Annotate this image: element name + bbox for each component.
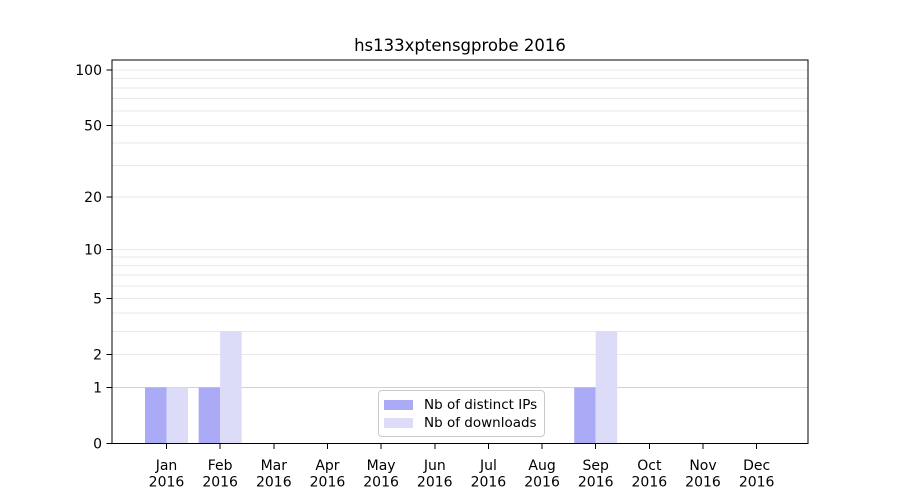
x-tick-label: Apr 2016 bbox=[310, 458, 346, 491]
legend-item-downloads: Nb of downloads bbox=[384, 416, 544, 430]
axes-box bbox=[111, 59, 809, 444]
x-tick-label: Sep 2016 bbox=[578, 458, 614, 491]
bar-downloads bbox=[220, 331, 242, 444]
y-tick-label: 10 bbox=[84, 242, 102, 258]
y-tick-label: 1 bbox=[93, 380, 102, 396]
bar-downloads bbox=[595, 331, 618, 444]
chart-title: hs133xptensgprobe 2016 bbox=[354, 36, 566, 55]
x-tick-label: Nov 2016 bbox=[685, 458, 721, 491]
bar-distinct-ips bbox=[145, 387, 167, 444]
y-tick-label: 2 bbox=[93, 348, 102, 364]
x-tick-label: Jan 2016 bbox=[149, 458, 185, 491]
y-tick-label: 100 bbox=[75, 63, 102, 79]
bar-distinct-ips bbox=[198, 387, 221, 444]
x-tick-label: Jul 2016 bbox=[471, 458, 507, 491]
y-tick-label: 20 bbox=[84, 190, 102, 206]
legend-item-distinct-ips: Nb of distinct IPs bbox=[384, 398, 544, 412]
x-tick-label: May 2016 bbox=[363, 458, 399, 491]
legend-swatch-downloads bbox=[384, 417, 413, 428]
x-tick-label: Dec 2016 bbox=[739, 458, 775, 491]
x-tick-label: Oct 2016 bbox=[632, 458, 668, 491]
bar-downloads bbox=[166, 387, 188, 444]
y-tick-label: 0 bbox=[93, 437, 102, 453]
legend: Nb of distinct IPs Nb of downloads bbox=[378, 390, 545, 437]
x-tick-label: Aug 2016 bbox=[524, 458, 560, 491]
x-tick-label: Feb 2016 bbox=[202, 458, 238, 491]
x-tick-label: Mar 2016 bbox=[256, 458, 292, 491]
legend-swatch-distinct-ips bbox=[384, 399, 413, 410]
bar-distinct-ips bbox=[574, 387, 596, 444]
legend-label-downloads: Nb of downloads bbox=[424, 414, 537, 431]
legend-label-distinct-ips: Nb of distinct IPs bbox=[424, 396, 538, 413]
y-tick-label: 50 bbox=[84, 118, 102, 134]
y-tick-label: 5 bbox=[93, 291, 102, 307]
x-tick-label: Jun 2016 bbox=[417, 458, 453, 491]
